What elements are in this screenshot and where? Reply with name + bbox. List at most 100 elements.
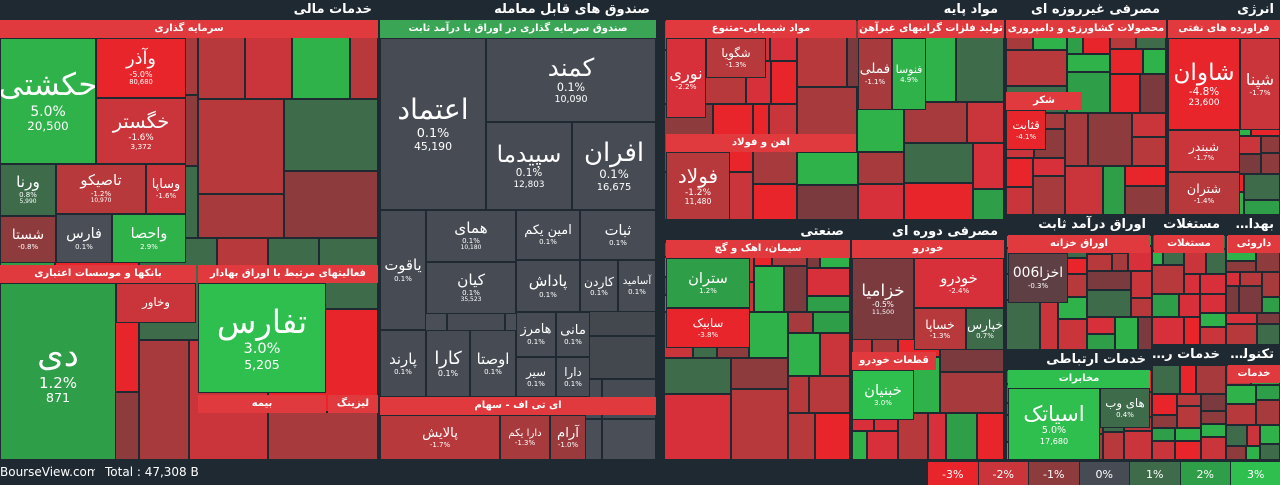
tile xyxy=(1261,136,1280,153)
tile xyxy=(1112,253,1128,271)
stock-name: خساپا xyxy=(925,317,955,332)
tile xyxy=(858,152,904,184)
stock-change: 0.1% xyxy=(564,338,582,347)
group-title: داروئی xyxy=(1228,235,1280,253)
tile xyxy=(1087,317,1115,334)
sector-title: صنعتی xyxy=(800,224,844,239)
stock-tile: شپنا -1.7% xyxy=(1240,38,1280,130)
stock-tile: وآذر -5.0% 80,680 xyxy=(96,38,186,98)
stock-name: فنوسا xyxy=(895,62,923,76)
tile xyxy=(284,99,378,171)
tile xyxy=(1177,406,1201,428)
stock-name: سیر xyxy=(526,365,546,380)
tile xyxy=(1226,425,1247,446)
group-title: خدمات xyxy=(1228,365,1280,383)
tile xyxy=(771,61,797,104)
tile xyxy=(754,266,784,312)
tile xyxy=(1006,158,1033,187)
tile xyxy=(928,413,946,460)
group-title: ای تی اف - سهام xyxy=(380,397,656,415)
tile xyxy=(1125,166,1166,186)
stock-change: 0.1% xyxy=(75,242,93,251)
stock-tile: خبنیان 3.0% xyxy=(852,370,914,420)
tile xyxy=(1065,166,1103,215)
stock-tile: وخاور xyxy=(116,283,196,323)
stock-change: 0.1% xyxy=(462,289,480,298)
stock-change: -1.1% xyxy=(864,77,886,86)
tile xyxy=(731,358,788,389)
stock-change: -1.3% xyxy=(725,60,747,69)
stock-name: سابیک xyxy=(692,316,724,331)
stock-tile: خزامیا -0.5% 11,500 xyxy=(852,258,914,340)
tile xyxy=(1040,300,1058,350)
stock-change: 0.1% xyxy=(609,239,627,248)
tile xyxy=(1065,113,1088,166)
tile xyxy=(1138,317,1152,350)
stock-tile: امین یکم 0.1% xyxy=(516,210,580,260)
stock-change: 2.9% xyxy=(140,242,158,251)
stock-name: پاداش xyxy=(528,272,568,291)
stock-tile: قثابت -4.1% xyxy=(1006,110,1046,150)
stock-name: خگستر xyxy=(112,109,170,133)
stock-change: 0.1% xyxy=(515,167,543,180)
tile xyxy=(1124,431,1152,460)
tile xyxy=(112,392,139,460)
tile xyxy=(788,312,813,333)
stock-name: دی xyxy=(37,335,79,375)
tile xyxy=(749,312,788,358)
tile xyxy=(284,171,378,238)
stock-name: فولاد xyxy=(677,163,719,188)
stock-change: -1.6% xyxy=(128,132,154,143)
stock-change: -0.5% xyxy=(872,299,894,309)
stock-tile: اخزا006 -0.3% xyxy=(1008,253,1068,303)
stock-change: 3.0% xyxy=(874,399,892,408)
group-title: فعالیتهای مرتبط با اوراق بهادار xyxy=(198,265,378,283)
stock-volume: 5,990 xyxy=(19,198,37,206)
stock-tile: پاداش 0.1% xyxy=(516,260,580,312)
tile xyxy=(1184,251,1206,274)
stock-tile: اوصتا 0.1% xyxy=(470,330,516,397)
stock-tile: های وب 0.4% xyxy=(1100,388,1150,428)
stock-volume: 16,675 xyxy=(596,181,632,193)
tile xyxy=(1006,187,1033,215)
group-title: مواد شیمیایی-متنوع xyxy=(666,20,856,38)
stock-tile: یاقوت 0.1% xyxy=(380,210,426,330)
group-title: مخابرات xyxy=(1008,370,1150,388)
stock-tile: فملی -1.1% xyxy=(858,38,892,110)
tile xyxy=(1006,300,1040,350)
tile xyxy=(788,376,809,413)
stock-tile: واحصا 2.9% xyxy=(112,214,186,263)
stock-name: اعتماد xyxy=(397,92,469,126)
stock-name: خودرو xyxy=(940,269,978,287)
total: Total : 47,308 B xyxy=(105,465,199,479)
stock-change: -4.8% xyxy=(1188,86,1220,99)
tile xyxy=(809,376,850,413)
stock-tile: شگویا -1.3% xyxy=(706,38,766,78)
legend-item: -3% xyxy=(927,462,978,485)
tile xyxy=(1256,385,1280,400)
tile xyxy=(1262,272,1280,297)
tile xyxy=(1260,425,1280,444)
stock-change: 0.8% xyxy=(19,191,37,200)
stock-name: کیان xyxy=(457,270,485,289)
tile xyxy=(797,152,858,185)
tile xyxy=(898,413,928,460)
tile xyxy=(664,358,731,394)
tile xyxy=(1110,74,1140,113)
stock-name: سپیدما xyxy=(496,141,562,168)
stock-change: -1.7% xyxy=(1193,154,1215,163)
stock-volume: 10,180 xyxy=(460,244,482,252)
group-title: بانکها و موسسات اعتباری xyxy=(0,265,196,283)
stock-volume: 10,970 xyxy=(90,197,112,205)
tile xyxy=(1201,424,1226,437)
group-title: اوراق خزانه xyxy=(1008,235,1150,253)
tile xyxy=(820,333,850,376)
tile xyxy=(904,183,973,220)
stock-change: -1.2% xyxy=(90,190,112,198)
stock-tile: دارا یکم -1.3% xyxy=(500,415,550,460)
stock-change: -2.2% xyxy=(675,82,697,92)
tile xyxy=(1226,286,1239,313)
tile xyxy=(664,394,731,460)
stock-name: آسامید xyxy=(622,276,652,288)
tile xyxy=(1200,294,1226,313)
